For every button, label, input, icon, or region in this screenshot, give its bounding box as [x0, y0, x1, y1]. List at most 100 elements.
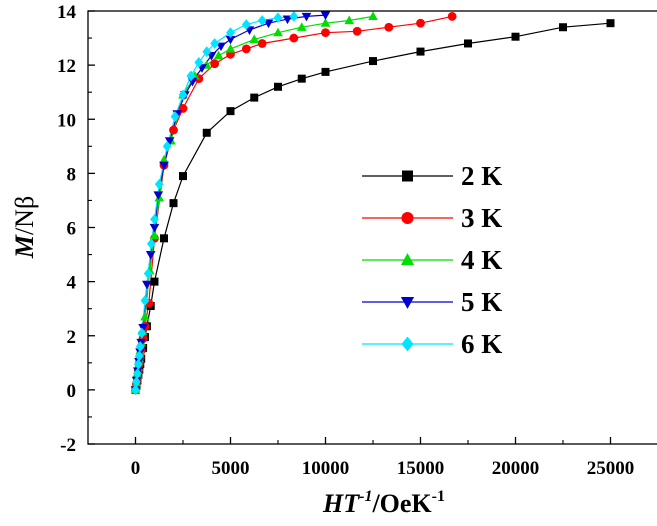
y-tick-label: 14: [57, 2, 77, 23]
data-point: [257, 39, 267, 48]
data-point: [146, 238, 156, 250]
x-axis-title: HT-1/OeK-1: [322, 488, 445, 518]
data-point: [202, 46, 212, 57]
plot-frame: [87, 10, 657, 445]
data-point: [216, 42, 226, 52]
data-point: [133, 358, 143, 370]
legend-label: 5 K: [461, 287, 502, 317]
y-tick-label: 2: [67, 327, 77, 348]
data-point: [297, 74, 306, 83]
y-tick-label: 8: [67, 164, 77, 185]
axis-ticks: [88, 10, 612, 445]
data-point: [149, 230, 160, 240]
data-point: [132, 376, 141, 388]
series-line: [134, 14, 326, 390]
x-tick-label: 25000: [587, 458, 635, 479]
data-point: [559, 23, 567, 32]
data-point: [225, 43, 236, 53]
data-point: [140, 295, 150, 306]
y-axis-title-rest: /Nβ: [10, 196, 39, 235]
data-point: [321, 67, 330, 76]
legend-marker: [401, 211, 414, 225]
y-tick-label: 4: [67, 273, 77, 294]
data-point: [241, 44, 251, 54]
data-point: [137, 327, 147, 339]
x-axis-title-main: HT: [322, 489, 360, 518]
legend-marker: [402, 170, 413, 182]
data-point: [153, 191, 164, 201]
data-point: [447, 12, 457, 21]
data-point: [384, 22, 394, 32]
y-axis-title-italic: M: [10, 234, 39, 259]
legend-marker: [400, 253, 415, 265]
data-point: [250, 93, 259, 102]
data-point: [352, 26, 362, 36]
data-point: [145, 250, 156, 260]
data-point: [257, 15, 267, 26]
data-point: [162, 140, 172, 152]
y-tick-label: -2: [60, 435, 76, 456]
series-line: [134, 15, 453, 390]
legend-label: 3 K: [461, 203, 502, 233]
legend-marker: [400, 297, 415, 309]
x-axis-title-unit: /OeK: [371, 489, 432, 518]
legend-marker: [401, 336, 414, 352]
data-point: [226, 27, 235, 39]
data-point: [133, 368, 142, 380]
data-point: [289, 11, 299, 22]
data-point: [149, 223, 160, 233]
series-lines: [134, 14, 611, 391]
legend: 2 K 3 K 4 K 5 K 6 K: [362, 161, 502, 359]
data-point: [464, 39, 472, 48]
x-tick-label: 20000: [492, 458, 540, 479]
data-point: [225, 35, 236, 45]
y-tick-label: 12: [57, 56, 76, 77]
data-point: [135, 341, 145, 352]
data-point: [169, 125, 178, 135]
series-markers: [130, 11, 615, 396]
data-point: [142, 280, 152, 290]
legend-label: 6 K: [461, 329, 502, 359]
data-point: [159, 161, 169, 171]
data-point: [606, 19, 615, 28]
data-point: [320, 18, 331, 27]
y-tick-label: 10: [57, 110, 76, 131]
data-point: [140, 311, 150, 321]
data-point: [159, 154, 169, 164]
data-point: [178, 89, 188, 101]
data-point: [164, 137, 175, 146]
data-point: [320, 11, 331, 21]
y-tick-label: 6: [67, 219, 77, 240]
data-point: [179, 172, 187, 181]
data-point: [194, 57, 204, 68]
legend-label: 2 K: [461, 161, 502, 191]
data-point: [273, 12, 283, 24]
x-tick-label: 0: [131, 458, 141, 479]
legend-label: 4 K: [461, 245, 502, 275]
data-point: [273, 27, 283, 37]
data-point: [289, 33, 299, 43]
data-point: [210, 38, 220, 49]
x-tick-label: 15000: [397, 458, 445, 479]
x-tick-label: 5000: [212, 458, 250, 479]
series-line: [134, 22, 611, 391]
data-point: [150, 213, 159, 225]
y-axis-title: M/Nβ: [10, 196, 39, 259]
data-point: [206, 52, 217, 61]
data-point: [274, 82, 282, 91]
data-point: [186, 70, 196, 82]
data-point: [202, 128, 211, 137]
data-point: [249, 34, 260, 44]
data-point: [210, 59, 220, 69]
data-point: [301, 12, 312, 22]
data-point: [321, 28, 330, 38]
data-point: [416, 18, 425, 28]
data-point: [296, 22, 307, 31]
data-point: [369, 57, 377, 66]
data-point: [160, 234, 168, 243]
x-axis-title-sup1: -1: [359, 488, 372, 505]
data-point: [150, 277, 159, 286]
data-point: [138, 324, 148, 333]
data-point: [344, 15, 355, 25]
